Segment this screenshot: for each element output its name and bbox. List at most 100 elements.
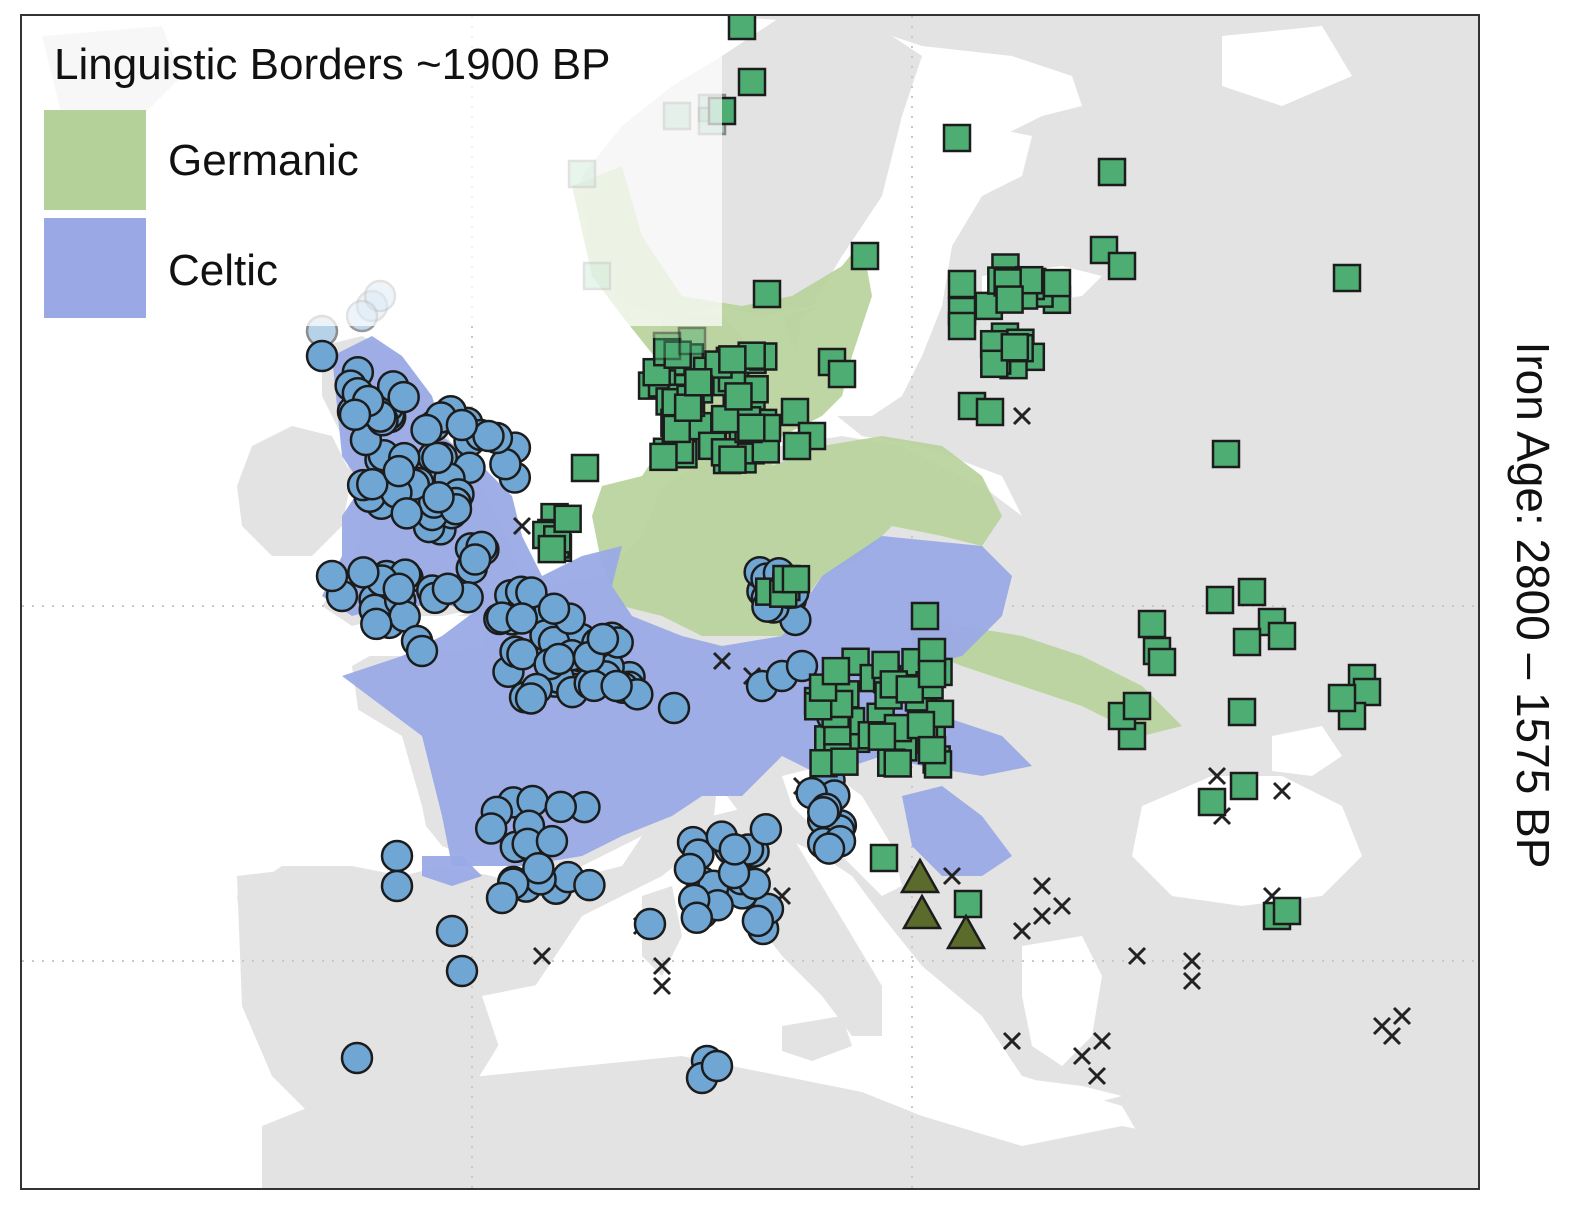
square-marker bbox=[684, 368, 713, 397]
sample-markers bbox=[305, 16, 1412, 1095]
circle-marker bbox=[633, 907, 667, 941]
square-marker bbox=[867, 722, 897, 751]
square-marker bbox=[953, 889, 983, 919]
circle-marker bbox=[505, 602, 539, 635]
circle-marker bbox=[435, 914, 469, 948]
square-marker bbox=[1229, 771, 1259, 801]
square-marker bbox=[537, 534, 567, 564]
square-marker bbox=[869, 843, 899, 873]
square-marker bbox=[830, 747, 859, 776]
circle-marker bbox=[347, 556, 380, 589]
cross-marker bbox=[1127, 946, 1147, 966]
white-sea bbox=[1222, 26, 1352, 106]
square-marker bbox=[724, 382, 753, 411]
triangle-marker bbox=[945, 913, 987, 950]
square-marker bbox=[782, 431, 812, 461]
square-marker bbox=[1237, 577, 1267, 607]
circle-marker bbox=[305, 339, 339, 373]
cross-marker bbox=[1207, 766, 1227, 786]
circle-marker bbox=[807, 796, 840, 829]
square-marker bbox=[975, 397, 1005, 427]
square-marker bbox=[737, 67, 767, 97]
triangle-marker bbox=[901, 893, 943, 930]
cross-marker bbox=[1392, 1006, 1412, 1026]
cross-marker bbox=[1002, 1031, 1022, 1051]
circle-marker bbox=[718, 833, 752, 866]
cross-marker bbox=[652, 976, 672, 996]
circle-marker bbox=[315, 559, 349, 593]
cross-marker bbox=[1182, 951, 1202, 971]
circle-marker bbox=[657, 691, 691, 725]
square-marker bbox=[1332, 263, 1362, 293]
square-marker bbox=[947, 269, 977, 299]
square-marker bbox=[917, 735, 947, 765]
period-label: Iron Age: 2800 – 1575 BP bbox=[1507, 341, 1559, 869]
legend-swatch-germanic bbox=[44, 110, 146, 210]
tyrrhenian-sea bbox=[682, 916, 802, 1026]
circle-marker bbox=[380, 839, 414, 873]
square-marker bbox=[1211, 439, 1241, 469]
cross-marker bbox=[512, 516, 532, 536]
square-marker bbox=[752, 279, 782, 309]
celtic-region-balkan bbox=[902, 786, 1012, 876]
sicily-landmass bbox=[782, 1016, 852, 1061]
cross-marker bbox=[1012, 921, 1032, 941]
cross-marker bbox=[1087, 1066, 1107, 1086]
map-canvas[interactable] bbox=[22, 16, 1480, 1190]
circle-marker bbox=[700, 1049, 734, 1083]
anatomia-landmass bbox=[1082, 886, 1478, 1095]
square-marker bbox=[1232, 627, 1262, 657]
circle-marker bbox=[537, 592, 571, 625]
square-marker bbox=[906, 710, 936, 740]
square-marker bbox=[827, 359, 857, 389]
square-marker bbox=[1147, 647, 1177, 677]
circle-marker bbox=[506, 638, 539, 671]
square-marker bbox=[649, 442, 678, 472]
bay-of-biscay bbox=[252, 706, 432, 866]
square-marker bbox=[1205, 585, 1235, 615]
square-marker bbox=[821, 656, 851, 686]
square-marker bbox=[677, 326, 707, 356]
square-marker bbox=[942, 123, 972, 153]
period-strip-label: Iron Age: 2800 – 1575 BP bbox=[1503, 300, 1563, 910]
square-marker bbox=[995, 285, 1024, 314]
cross-marker bbox=[1072, 1046, 1092, 1066]
circle-marker bbox=[741, 904, 775, 938]
square-marker bbox=[780, 397, 810, 427]
circle-marker bbox=[380, 869, 414, 903]
circle-marker bbox=[474, 812, 508, 845]
celtic-region-iberia bbox=[422, 856, 482, 886]
square-marker bbox=[1352, 677, 1382, 707]
square-marker bbox=[727, 16, 757, 41]
cross-marker bbox=[942, 866, 962, 886]
azov-sea bbox=[1272, 726, 1342, 776]
square-marker bbox=[718, 445, 747, 474]
cross-marker bbox=[1052, 896, 1072, 916]
circle-marker bbox=[812, 832, 846, 865]
cross-marker bbox=[1182, 971, 1202, 991]
circle-marker bbox=[445, 954, 479, 988]
circle-marker bbox=[600, 669, 633, 703]
circle-marker bbox=[535, 824, 569, 858]
cross-marker bbox=[652, 956, 672, 976]
circle-marker bbox=[340, 1041, 374, 1075]
circle-marker bbox=[544, 790, 578, 824]
square-marker bbox=[718, 345, 747, 374]
circle-marker bbox=[387, 380, 420, 414]
circle-marker bbox=[382, 454, 416, 488]
square-marker bbox=[737, 413, 766, 443]
square-marker bbox=[1097, 157, 1127, 187]
triangle-marker bbox=[899, 857, 941, 894]
square-marker bbox=[673, 393, 703, 422]
map-panel[interactable]: Linguistic Borders ~1900 BP Germanic Cel… bbox=[20, 14, 1480, 1190]
square-marker bbox=[553, 504, 582, 534]
cross-marker bbox=[1012, 406, 1032, 426]
square-marker bbox=[1042, 268, 1072, 298]
legend-title: Linguistic Borders ~1900 BP bbox=[54, 40, 611, 89]
circle-marker bbox=[514, 682, 548, 715]
circle-marker bbox=[431, 572, 465, 606]
circle-marker bbox=[749, 813, 783, 846]
circle-marker bbox=[522, 851, 555, 885]
cross-marker bbox=[532, 946, 552, 966]
square-marker bbox=[850, 241, 880, 271]
